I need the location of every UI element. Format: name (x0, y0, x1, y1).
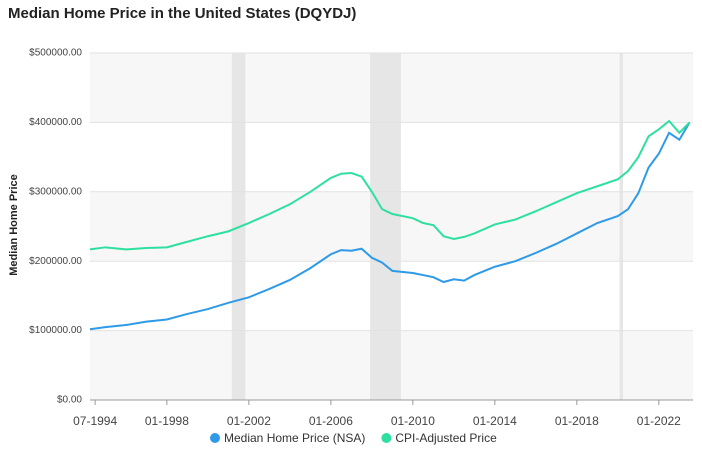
legend-marker[interactable] (381, 433, 392, 443)
legend-label[interactable]: CPI-Adjusted Price (395, 431, 497, 445)
recession-band (619, 53, 623, 400)
x-tick-label: 01-2002 (227, 414, 271, 428)
x-tick-label: 07-1994 (73, 414, 117, 428)
x-tick-label: 01-2018 (555, 414, 599, 428)
y-axis-title: Median Home Price (8, 174, 20, 275)
x-tick-label: 01-2010 (391, 414, 435, 428)
x-tick-label: 01-2014 (473, 414, 517, 428)
y-tick-label: $0.00 (57, 395, 82, 406)
y-tick-label: $500000.00 (29, 48, 82, 59)
series-line (89, 121, 691, 331)
y-tick-label: $400000.00 (29, 117, 82, 128)
x-tick-label: 01-2006 (309, 414, 353, 428)
series-line (89, 119, 691, 251)
x-tick-label: 01-2022 (637, 414, 681, 428)
legend-marker[interactable] (210, 433, 220, 443)
y-tick-label: $300000.00 (29, 186, 82, 197)
recession-band (370, 53, 401, 400)
y-tick-label: $100000.00 (29, 325, 82, 336)
legend-label[interactable]: Median Home Price (NSA) (224, 431, 365, 445)
x-tick-label: 01-1998 (145, 414, 189, 428)
chart-title: Median Home Price in the United States (… (8, 5, 356, 22)
y-tick-label: $200000.00 (29, 256, 82, 267)
